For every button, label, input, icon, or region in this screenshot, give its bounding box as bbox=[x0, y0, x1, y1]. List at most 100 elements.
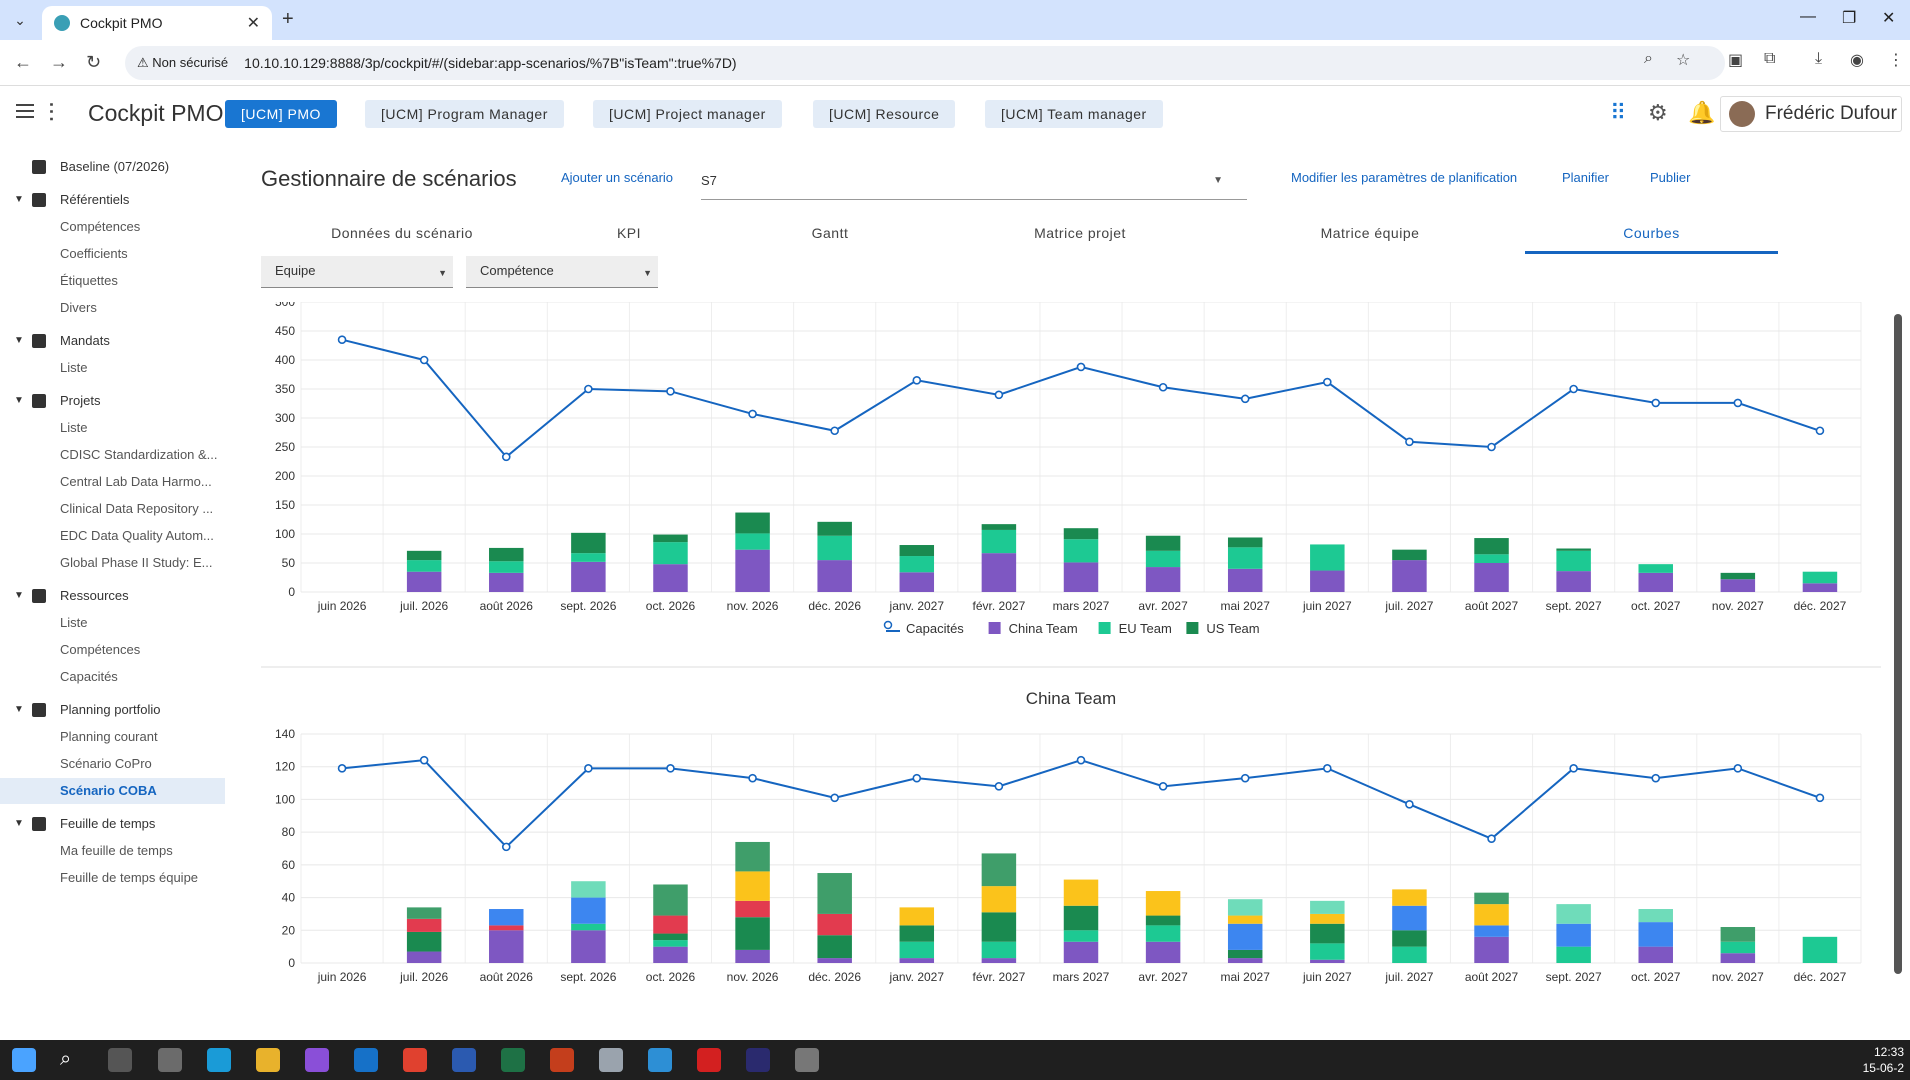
sidebar-item[interactable]: Scénario COBA bbox=[0, 778, 225, 804]
forward-icon[interactable]: → bbox=[50, 52, 68, 72]
search-icon[interactable]: ⌕ bbox=[60, 1048, 72, 1070]
file-explorer-icon[interactable] bbox=[256, 1048, 280, 1072]
bar-segment bbox=[1638, 909, 1673, 923]
sidebar-item[interactable]: Liste bbox=[0, 355, 225, 381]
role-button-resource[interactable]: [UCM] Resource bbox=[813, 100, 956, 128]
sidebar-item[interactable]: Divers bbox=[0, 295, 225, 321]
sidebar-item[interactable]: Scénario CoPro bbox=[0, 751, 225, 777]
chevron-down-icon[interactable]: ▼ bbox=[14, 194, 24, 205]
plan-button[interactable]: Planifier bbox=[1562, 170, 1609, 185]
edge-icon[interactable] bbox=[207, 1048, 231, 1072]
sidebar-item[interactable]: Coefficients bbox=[0, 241, 225, 267]
sidebar-item[interactable]: EDC Data Quality Autom... bbox=[0, 523, 225, 549]
sidebar-item[interactable]: Compétences bbox=[0, 214, 225, 240]
legend-label: EU Team bbox=[1119, 621, 1172, 636]
sidebar-item[interactable]: ▼ Mandats bbox=[0, 328, 225, 354]
sidebar-item[interactable]: Compétences bbox=[0, 637, 225, 663]
word-icon[interactable] bbox=[452, 1048, 476, 1072]
scenario-select[interactable]: S7 ▼ bbox=[701, 162, 1247, 200]
x-tick-label: déc. 2026 bbox=[808, 970, 861, 984]
paint-icon[interactable] bbox=[648, 1048, 672, 1072]
bookmark-star-icon[interactable]: ☆ bbox=[1676, 52, 1691, 69]
zoom-icon[interactable]: ⌕ bbox=[1644, 50, 1653, 67]
tab-gantt[interactable]: Gantt bbox=[811, 225, 849, 241]
calculator-icon[interactable] bbox=[158, 1048, 182, 1072]
chevron-down-icon[interactable]: ▼ bbox=[14, 395, 24, 406]
sidebar-item[interactable]: CDISC Standardization &... bbox=[0, 442, 225, 468]
webex-icon[interactable] bbox=[746, 1048, 770, 1072]
app-icon[interactable] bbox=[599, 1048, 623, 1072]
browser-tab[interactable]: Cockpit PMO ✕ bbox=[42, 6, 272, 40]
sidebar-item[interactable]: Clinical Data Repository ... bbox=[0, 496, 225, 522]
apps-grid-icon[interactable]: ⠿ bbox=[1610, 100, 1627, 125]
sidebar-item[interactable]: ▼ Planning portfolio bbox=[0, 697, 225, 723]
m365-icon[interactable] bbox=[305, 1048, 329, 1072]
browser-menu-icon[interactable]: ⋮ bbox=[1888, 52, 1904, 69]
bell-icon[interactable]: 🔔 bbox=[1688, 100, 1716, 125]
chrome-icon[interactable] bbox=[403, 1048, 427, 1072]
back-icon[interactable]: ← bbox=[14, 52, 32, 72]
new-tab-icon[interactable]: + bbox=[282, 8, 294, 30]
windows-start-icon[interactable] bbox=[12, 1048, 36, 1072]
sidebar-item[interactable]: Liste bbox=[0, 415, 225, 441]
reload-icon[interactable]: ↻ bbox=[86, 52, 102, 72]
y-tick-label: 450 bbox=[275, 324, 295, 338]
tab-kpi[interactable]: KPI bbox=[616, 225, 642, 241]
scrollbar[interactable] bbox=[1891, 302, 1905, 1032]
acrobat-icon[interactable] bbox=[697, 1048, 721, 1072]
sidebar-item[interactable]: ▼ Feuille de temps bbox=[0, 811, 225, 837]
sidebar-item[interactable]: Liste bbox=[0, 610, 225, 636]
sidebar-item[interactable]: Feuille de temps équipe bbox=[0, 865, 225, 891]
chevron-down-icon[interactable]: ▼ bbox=[14, 704, 24, 715]
minimize-icon[interactable]: — bbox=[1800, 8, 1816, 25]
scrollbar-thumb[interactable] bbox=[1894, 314, 1902, 974]
sidebar-item[interactable]: Baseline (07/2026) bbox=[0, 154, 225, 180]
excel-icon[interactable] bbox=[501, 1048, 525, 1072]
role-button-pmo[interactable]: [UCM] PMO bbox=[225, 100, 337, 128]
security-shield-icon[interactable] bbox=[795, 1048, 819, 1072]
tab-team-matrix[interactable]: Matrice équipe bbox=[1320, 225, 1420, 241]
download-icon[interactable]: ⤓ bbox=[1815, 50, 1823, 67]
role-button-team-manager[interactable]: [UCM] Team manager bbox=[985, 100, 1163, 128]
chevron-down-icon[interactable]: ▼ bbox=[14, 818, 24, 829]
insecure-badge[interactable]: ⚠ Non sécurisé bbox=[137, 55, 229, 70]
powerpoint-icon[interactable] bbox=[550, 1048, 574, 1072]
sidebar-item[interactable]: ▼ Projets bbox=[0, 388, 225, 414]
skill-filter-select[interactable]: Compétence ▼ bbox=[466, 256, 658, 288]
role-button-program-manager[interactable]: [UCM] Program Manager bbox=[365, 100, 564, 128]
tab-scenario-data[interactable]: Données du scénario bbox=[331, 225, 473, 241]
gear-icon[interactable]: ⚙ bbox=[1648, 100, 1668, 125]
url-field[interactable]: ⚠ Non sécurisé 10.10.10.129:8888/3p/cock… bbox=[125, 46, 1725, 80]
menu-icon[interactable] bbox=[16, 104, 34, 118]
sidebar-item[interactable]: Ma feuille de temps bbox=[0, 838, 225, 864]
bar-segment bbox=[1227, 547, 1263, 569]
tab-curves[interactable]: Courbes bbox=[1525, 218, 1778, 254]
sidebar-item[interactable]: ▼ Référentiels bbox=[0, 187, 225, 213]
chevron-down-icon[interactable]: ▼ bbox=[14, 335, 24, 346]
restore-icon[interactable]: ❐ bbox=[1842, 10, 1857, 27]
sidebar-item[interactable]: Capacités bbox=[0, 664, 225, 690]
sidebar-item[interactable]: Central Lab Data Harmo... bbox=[0, 469, 225, 495]
profile-icon[interactable]: ◉ bbox=[1850, 52, 1864, 69]
bar-segment bbox=[1310, 570, 1345, 592]
outlook-icon[interactable] bbox=[354, 1048, 378, 1072]
close-tab-icon[interactable]: ✕ bbox=[246, 15, 260, 32]
team-filter-select[interactable]: Equipe ▼ bbox=[261, 256, 453, 288]
add-scenario-button[interactable]: Ajouter un scénario bbox=[561, 170, 674, 185]
tab-list-chevron-icon[interactable]: ⌄ bbox=[14, 12, 26, 28]
puzzle-icon[interactable]: ⧉ bbox=[1764, 50, 1776, 67]
task-view-icon[interactable] bbox=[108, 1048, 132, 1072]
sidebar-item[interactable]: Étiquettes bbox=[0, 268, 225, 294]
chevron-down-icon[interactable]: ▼ bbox=[14, 590, 24, 601]
tab-project-matrix[interactable]: Matrice projet bbox=[1034, 225, 1126, 241]
sidebar-item[interactable]: Global Phase II Study: E... bbox=[0, 550, 225, 576]
capacity-point bbox=[584, 384, 593, 394]
extension-icon[interactable]: ▣ bbox=[1728, 52, 1744, 69]
sidebar-item[interactable]: ▼ Ressources bbox=[0, 583, 225, 609]
user-menu[interactable]: Frédéric Dufour bbox=[1720, 96, 1902, 132]
role-button-project-manager[interactable]: [UCM] Project manager bbox=[593, 100, 782, 128]
close-window-icon[interactable]: ✕ bbox=[1882, 10, 1896, 27]
sidebar-item[interactable]: Planning courant bbox=[0, 724, 225, 750]
publish-button[interactable]: Publier bbox=[1650, 170, 1691, 185]
modify-params-button[interactable]: Modifier les paramètres de planification bbox=[1291, 170, 1518, 185]
